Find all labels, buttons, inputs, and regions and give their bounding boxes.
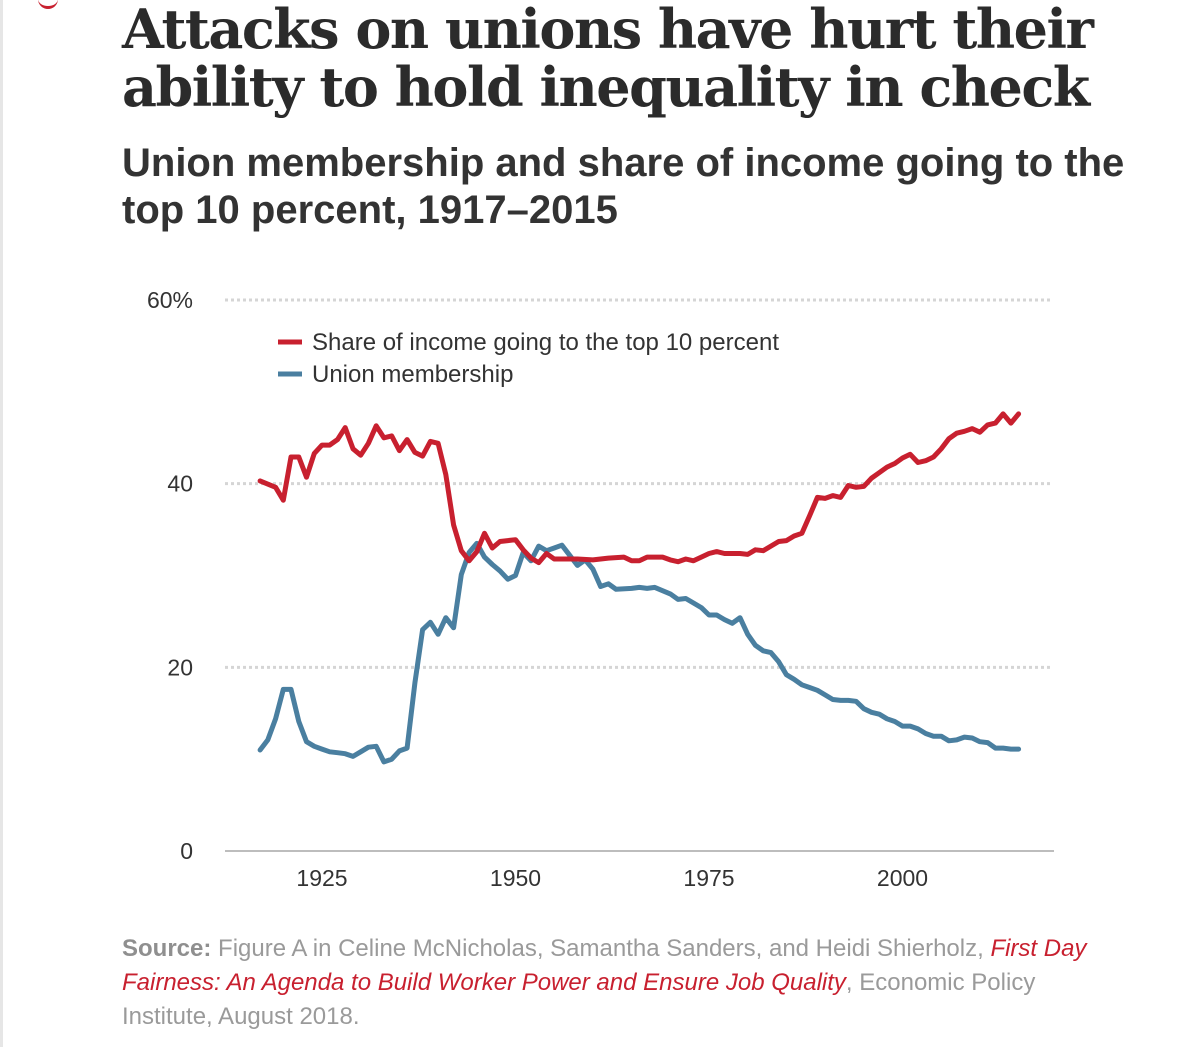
gridlines xyxy=(225,298,1054,852)
y-tick-label: 40 xyxy=(167,471,193,497)
chart-subtitle: Union membership and share of income goi… xyxy=(122,141,1125,232)
legend-label: Union membership xyxy=(312,361,513,388)
x-tick-label: 1925 xyxy=(296,865,347,891)
source-text-after: , Economic Policy Institute, August 2018… xyxy=(122,969,1036,1030)
source-text-before: Figure A in Celine McNicholas, Samantha … xyxy=(211,935,991,962)
chart-title: Attacks on unions have hurt their abilit… xyxy=(122,0,1094,119)
union-membership-line xyxy=(257,540,1022,765)
series-lines xyxy=(257,411,1022,765)
legend: Share of income going to the top 10 perc… xyxy=(278,329,779,388)
line-chart: 0 20 40 60% 1925 1950 1975 2000 Share of incom… xyxy=(147,287,1054,891)
source-publication: First Day Fairness: An Agenda to Build W… xyxy=(122,935,1087,996)
legend-label: Share of income going to the top 10 perc… xyxy=(312,329,779,356)
y-tick-label: 60% xyxy=(147,287,193,313)
corner-mark xyxy=(38,0,58,9)
source-label: Source: xyxy=(122,935,212,962)
y-tick-label: 0 xyxy=(180,838,193,864)
x-tick-label: 1975 xyxy=(683,865,734,891)
frame-edge xyxy=(0,0,3,1047)
y-axis-labels: 0 20 40 60% xyxy=(147,287,193,864)
y-tick-label: 20 xyxy=(167,654,193,680)
x-tick-label: 1950 xyxy=(490,865,541,891)
income-share-line xyxy=(257,411,1022,566)
source-note: Source: Figure A in Celine McNicholas, S… xyxy=(122,932,1122,1034)
x-axis-labels: 1925 1950 1975 2000 xyxy=(296,865,928,891)
x-tick-label: 2000 xyxy=(877,865,928,891)
